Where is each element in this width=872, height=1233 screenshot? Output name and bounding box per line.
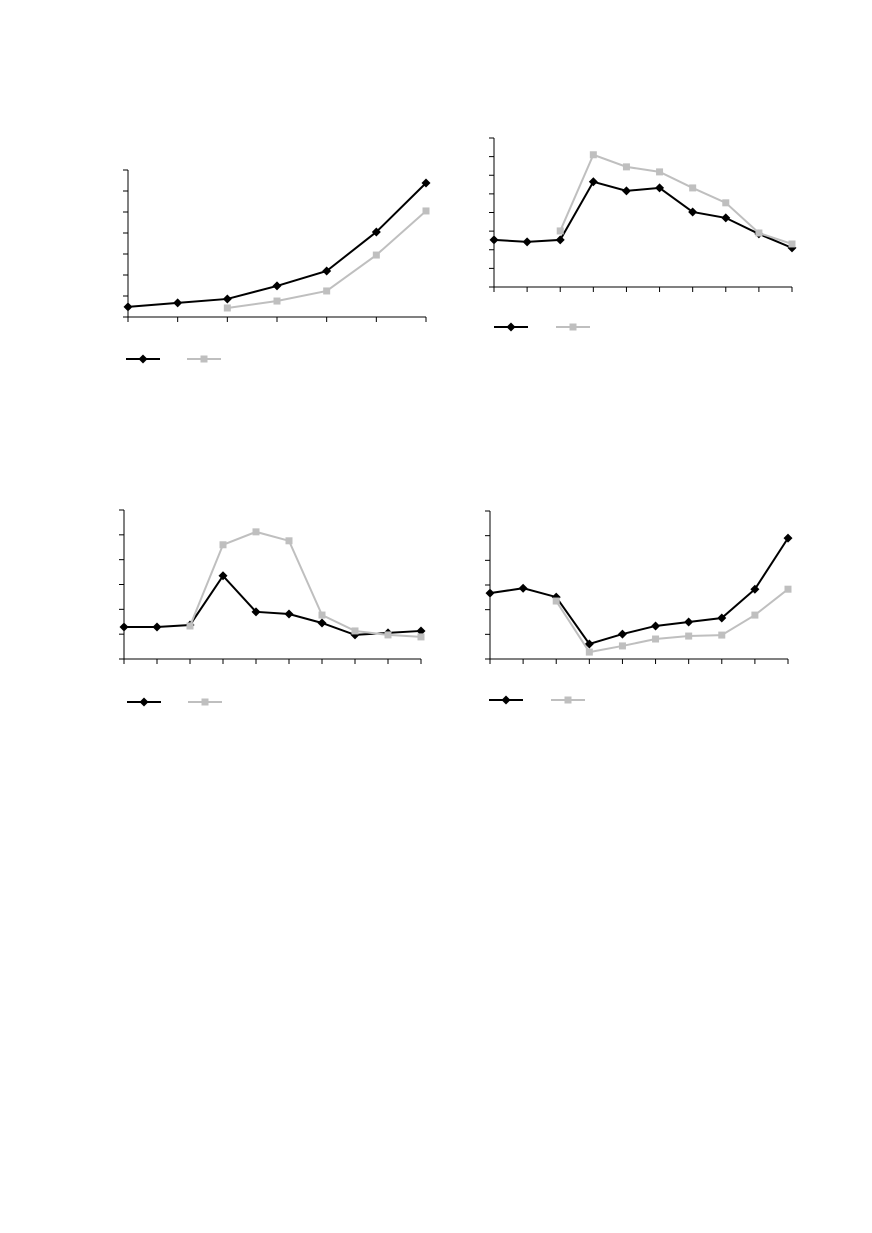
series-line (559, 153, 793, 245)
point-marker (119, 622, 129, 632)
point-marker (585, 648, 593, 656)
point-marker (618, 642, 626, 650)
point-marker (655, 183, 665, 193)
point-marker (718, 631, 726, 639)
point-marker (784, 585, 792, 593)
point-marker (173, 298, 183, 308)
point-marker (186, 622, 194, 630)
point-marker (783, 533, 793, 543)
point-marker (656, 168, 664, 176)
point-marker (589, 151, 597, 159)
series-line (124, 574, 422, 636)
legend-marker (139, 697, 149, 707)
series-line (493, 180, 793, 249)
point-marker (223, 304, 231, 312)
point-marker (252, 528, 260, 536)
point-marker (722, 199, 730, 207)
point-marker (273, 297, 281, 305)
legend-marker (501, 695, 511, 705)
point-marker (621, 186, 631, 196)
point-marker (689, 184, 697, 192)
point-marker (318, 611, 326, 619)
legend-marker (506, 322, 516, 332)
point-marker (588, 177, 598, 187)
point-marker (552, 597, 560, 605)
point-marker (622, 163, 630, 171)
point-marker (518, 583, 528, 593)
point-marker (751, 611, 759, 619)
point-marker (372, 251, 380, 259)
legend-marker (569, 323, 577, 331)
point-marker (417, 633, 425, 641)
point-marker (685, 632, 693, 640)
series-line (555, 588, 789, 654)
point-marker (556, 227, 564, 235)
point-marker (317, 618, 327, 628)
point-marker (421, 178, 431, 188)
point-marker (717, 613, 727, 623)
point-marker (755, 229, 763, 237)
point-marker (322, 266, 332, 276)
point-marker (688, 207, 698, 217)
point-marker (651, 621, 661, 631)
point-marker (384, 631, 392, 639)
point-marker (152, 622, 162, 632)
series-line (189, 530, 422, 638)
legend-marker (200, 355, 208, 363)
point-marker (371, 227, 381, 237)
point-marker (721, 213, 731, 223)
point-marker (272, 281, 282, 291)
point-marker (522, 237, 532, 247)
point-marker (684, 617, 694, 627)
point-marker (323, 287, 331, 295)
point-marker (416, 626, 426, 636)
point-marker (750, 584, 760, 594)
point-marker (422, 207, 430, 215)
point-marker (251, 607, 261, 617)
series-line (489, 537, 789, 646)
point-marker (485, 588, 495, 598)
legend-marker (201, 698, 209, 706)
legend-marker (564, 696, 572, 704)
point-marker (222, 294, 232, 304)
point-marker (218, 571, 228, 581)
point-marker (285, 537, 293, 545)
point-marker (351, 627, 359, 635)
point-marker (788, 240, 796, 248)
point-marker (652, 635, 660, 643)
legend-marker (138, 354, 148, 364)
point-marker (617, 629, 627, 639)
point-marker (284, 609, 294, 619)
point-marker (555, 235, 565, 245)
point-marker (219, 541, 227, 549)
point-marker (584, 639, 594, 649)
point-marker (123, 302, 133, 312)
point-marker (489, 235, 499, 245)
